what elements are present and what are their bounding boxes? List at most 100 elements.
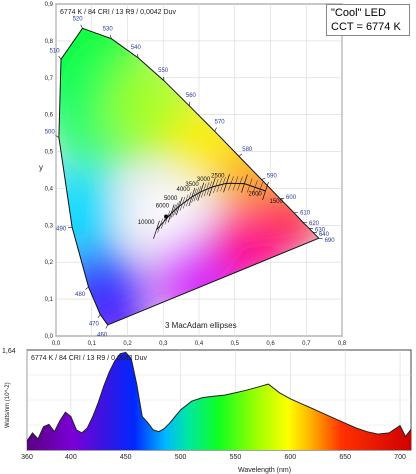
cie-axis-ticks: 0,0 0,1 0,2 0,3 0,4 0,5 0,6 0,7 0,8 0,0 0,1 0,2 0,3 0… [45,2,347,347]
cie-title: 6774 K / 84 CRI / 13 R9 / 0,0042 Duv [60,9,176,16]
locus-wavelength-label: 500 [45,129,56,135]
locus-wavelength-label: 590 [267,174,278,180]
macadam-hatch [195,185,202,201]
cie-y-tick-label: 0,1 [45,297,54,303]
macadam-hatch [174,200,181,216]
macadam-ellipse-label: 3 MacAdam ellipses [165,321,237,330]
cie-y-tick-label: 0,2 [45,260,54,266]
locus-tick [68,226,73,228]
macadam-hatch [182,194,189,209]
locus-wavelength-label: 480 [75,292,86,298]
cie-y-tick-label: 0,3 [45,223,54,229]
macadam-hatch [157,218,163,233]
locus-tick [137,53,139,58]
isotemp-line [223,174,230,193]
cct-label: 6000 [156,204,170,210]
spectrum-chart: 360 400 450 500 550 600 650 700 1,64 6774 K / 8… [2,348,412,474]
isotemp-line [262,181,269,201]
cie-x-tick-label: 0,3 [159,341,168,347]
cct-label-line1: "Cool" LED [331,7,386,19]
spectrum-x-tick-label: 450 [120,454,132,461]
locus-tick [238,153,243,157]
cie-y-tick-label: 0,6 [45,113,54,119]
macadam-hatch [213,178,219,194]
macadam-hatch [216,178,223,193]
spectrum-curve [26,351,412,442]
cie-x-tick-label: 0,7 [302,341,311,347]
cie-y-axis-label: y [39,163,43,172]
cct-label: 5000 [164,196,178,202]
cie-x-tick-label: 0,5 [231,341,240,347]
locus-wavelength-label: 630 [315,227,326,233]
spectrum-x-tick-label: 600 [284,454,296,461]
locus-wavelength-label: 600 [286,195,297,201]
cct-label: 10000 [138,220,155,226]
locus-tick [105,324,109,329]
spectrum-axis-ticks: 360 400 450 500 550 600 650 700 [21,454,406,461]
locus-tick [189,101,191,106]
cie-y-tick-label: 0,4 [45,186,54,192]
spectral-locus-labels: 460 470 480 490 500 510 520 530 540 550 560 570 580 5… [45,16,336,338]
spectrum-title: 6774 K / 84 CRI / 13 R9 / 0,0042 Duv [31,355,147,362]
isotemp-line [208,177,216,197]
locus-wavelength-label: 690 [325,238,336,244]
cct-label: 4000 [176,187,190,193]
macadam-hatch [228,176,234,191]
isotemp-line [188,187,196,207]
cie-y-tick-label: 0,9 [45,2,54,8]
locus-tick [97,314,101,319]
cie-y-tick-label: 0,8 [45,39,54,45]
cie-diagram: 460 470 480 490 500 510 520 530 540 550 560 570 580 5… [39,2,347,347]
locus-wavelength-label: 570 [215,119,226,125]
locus-wavelength-label: 610 [300,211,311,217]
cct-label: 3000 [197,177,211,183]
spectrum-ymax-label: 1,64 [2,348,16,355]
cct-label-box: "Cool" LED CCT = 6774 K [326,4,410,36]
macadam-hatch [170,204,176,219]
macadam-hatch [246,178,253,193]
locus-tick [318,237,323,240]
cie-x-tick-label: 0,4 [195,341,204,347]
macadam-hatch [232,176,239,191]
macadam-hatch [185,192,192,207]
macadam-hatch [206,181,213,196]
locus-tick [214,127,217,132]
locus-wavelength-label: 540 [131,45,142,51]
locus-wavelength-label: 620 [309,221,320,227]
locus-wavelength-label: 550 [158,68,169,74]
macadam-hatch [191,188,197,203]
spectrum-x-tick-label: 650 [339,454,351,461]
isotemp-line [197,182,205,201]
locus-wavelength-label: 460 [97,332,108,338]
locus-tick [280,197,285,200]
cct-label: 3500 [185,182,199,188]
macadam-hatch [200,183,207,198]
measured-point [164,214,169,219]
cct-label: 2000 [248,192,262,198]
spectrum-y-axis-label: Watts/nm (10^-2) [5,382,11,428]
macadam-hatch [220,177,226,192]
macadam-hatch [237,176,243,191]
spectrum-x-axis-label: Wavelength (nm) [238,467,291,474]
macadam-hatch [252,180,258,195]
macadam-hatch [257,182,263,197]
cie-y-tick-label: 0,7 [45,76,54,82]
cie-x-tick-label: 0,2 [123,341,132,347]
macadam-hatch [203,182,210,197]
cct-label: 1500 [269,199,283,205]
cie-x-tick-label: 0,8 [338,341,347,347]
isotemp-line [153,220,160,239]
cct-label: 2500 [211,173,225,179]
cie-y-tick-label: 0,5 [45,150,54,156]
cie-x-tick-label: 0,0 [52,341,61,347]
isotemp-line [167,204,175,223]
locus-tick [313,232,318,234]
locus-tick [55,135,60,138]
locus-tick [109,34,112,39]
locus-tick [80,24,83,29]
locus-wavelength-label: 490 [56,227,67,233]
locus-tick [261,177,266,180]
spectrum-x-tick-label: 550 [230,454,242,461]
